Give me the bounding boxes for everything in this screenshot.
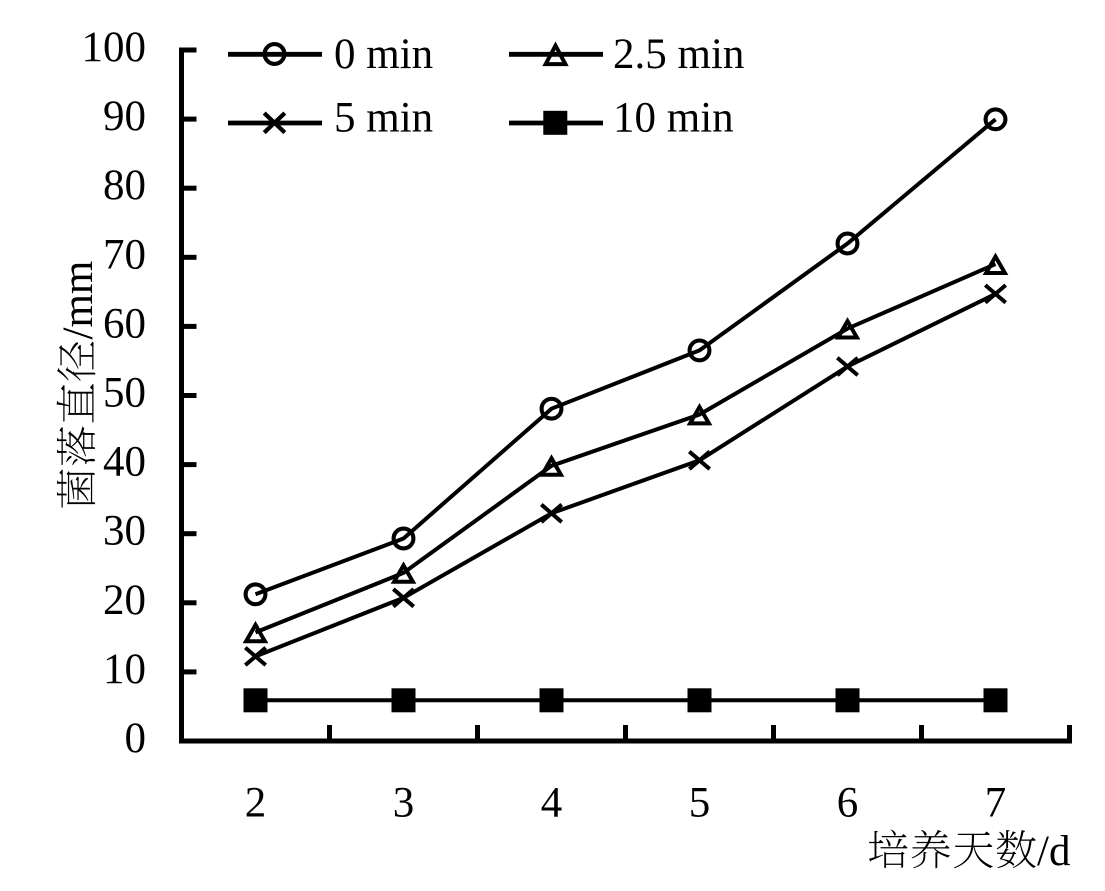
svg-text:4: 4 (541, 780, 563, 827)
svg-text:7: 7 (985, 780, 1007, 827)
svg-text:70: 70 (103, 231, 146, 278)
svg-text:6: 6 (837, 780, 859, 827)
svg-text:80: 80 (103, 162, 146, 209)
svg-text:30: 30 (103, 508, 146, 555)
svg-text:0 min: 0 min (334, 31, 433, 78)
svg-text:/mm: /mm (55, 261, 102, 340)
svg-text:5: 5 (689, 780, 711, 827)
svg-text:0: 0 (125, 715, 147, 762)
svg-text:2.5 min: 2.5 min (613, 31, 744, 78)
svg-text:60: 60 (103, 300, 146, 347)
svg-text:20: 20 (103, 577, 146, 624)
svg-text:90: 90 (103, 93, 146, 140)
svg-text:10: 10 (103, 646, 146, 693)
svg-text:50: 50 (103, 370, 146, 417)
svg-text:10 min: 10 min (613, 95, 734, 142)
svg-text:100: 100 (82, 24, 147, 71)
svg-text:40: 40 (103, 439, 146, 486)
svg-text:3: 3 (393, 780, 415, 827)
svg-text:5 min: 5 min (334, 95, 433, 142)
svg-text:2: 2 (245, 780, 267, 827)
svg-text:/d: /d (1037, 828, 1070, 875)
